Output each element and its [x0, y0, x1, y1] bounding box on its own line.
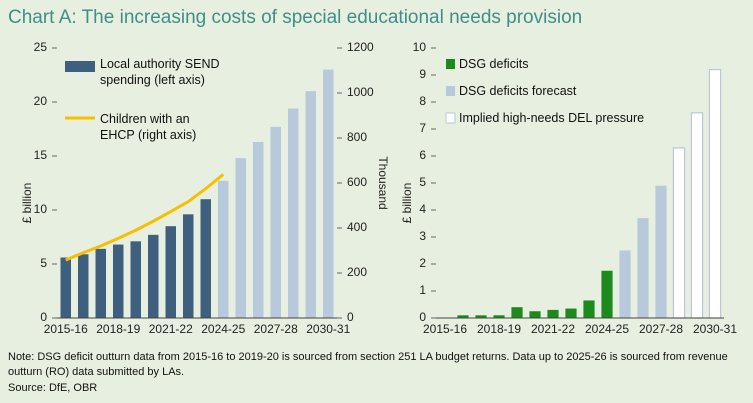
bar [288, 108, 299, 318]
x-tick-label: 2027-28 [254, 322, 298, 336]
y-tick-label: 7 [419, 121, 426, 135]
y-tick-label: 1 [419, 283, 426, 297]
x-tick-label: 2030-31 [693, 322, 737, 336]
x-tick-label: 2018-19 [477, 322, 521, 336]
bar [95, 248, 106, 318]
note: Note: DSG deficit outturn data from 2015… [8, 351, 728, 378]
bar [253, 141, 264, 318]
y2-tick-label: 1200 [347, 40, 374, 54]
bar [637, 218, 649, 318]
legend-label: DSG deficits [459, 57, 529, 71]
bar [655, 185, 667, 318]
legend-label: Children with an EHCP (right axis) [100, 112, 197, 142]
y-tick-label: 10 [413, 40, 427, 54]
y2-tick-label: 1000 [347, 85, 374, 99]
legend-label: Implied high-needs DEL pressure [459, 111, 645, 125]
bar [493, 315, 505, 318]
bar [165, 226, 176, 318]
bar [218, 180, 229, 318]
y2-tick-label: 400 [347, 220, 367, 234]
x-tick-label: 2015-16 [423, 322, 467, 336]
bar [113, 244, 124, 318]
y-tick-label: 10 [34, 202, 48, 216]
y-tick-label: 20 [34, 94, 48, 108]
y-tick-label: 4 [419, 202, 426, 216]
legend-swatch [446, 59, 455, 69]
source: Source: DfE, OBR [8, 382, 98, 394]
bar [235, 158, 246, 318]
x-tick-label: 2018-19 [96, 322, 140, 336]
x-tick-label: 2027-28 [639, 322, 683, 336]
y-tick-label: 25 [34, 40, 48, 54]
bar [130, 241, 141, 318]
y-tick-label: 5 [40, 256, 47, 270]
y-tick-label: 6 [419, 148, 426, 162]
bar [601, 270, 613, 318]
bar [583, 300, 595, 318]
bar [323, 69, 334, 318]
legend-swatch [65, 61, 95, 72]
y-tick-label: 8 [419, 94, 426, 108]
x-tick-label: 2024-25 [585, 322, 629, 336]
x-tick-label: 2024-25 [201, 322, 245, 336]
y2-tick-label: 600 [347, 175, 367, 189]
x-tick-label: 2021-22 [531, 322, 575, 336]
legend-swatch [446, 86, 455, 96]
legend-swatch [445, 112, 456, 124]
y2-tick-label: 200 [347, 265, 367, 279]
bar [78, 254, 89, 318]
bar [475, 315, 487, 318]
bar [183, 214, 194, 318]
bar [200, 199, 211, 318]
x-tick-label: 2021-22 [149, 322, 193, 336]
bar [457, 315, 469, 318]
bar [708, 68, 722, 319]
bar [690, 112, 704, 319]
y2-axis-label: Thousand [376, 156, 390, 209]
x-tick-label: 2015-16 [44, 322, 88, 336]
y-tick-label: 0 [419, 310, 426, 324]
bar [148, 234, 159, 318]
y-tick-label: 9 [419, 67, 426, 81]
y-tick-label: 0 [40, 310, 47, 324]
bar [529, 311, 541, 318]
y-axis-label: £ billion [400, 183, 414, 224]
y-tick-label: 15 [34, 148, 48, 162]
bar [565, 308, 577, 318]
bar [672, 147, 686, 319]
bar [511, 307, 523, 318]
bar [270, 126, 281, 318]
bar [619, 250, 631, 318]
legend-label: DSG deficits forecast [459, 84, 577, 98]
y-tick-label: 3 [419, 229, 426, 243]
bar [305, 91, 316, 318]
bar [60, 257, 71, 318]
x-tick-label: 2030-31 [306, 322, 350, 336]
y-tick-label: 5 [419, 175, 426, 189]
y2-tick-label: 0 [347, 310, 354, 324]
y2-tick-label: 800 [347, 130, 367, 144]
line [65, 173, 225, 262]
y-tick-label: 2 [419, 256, 426, 270]
y-axis-label: £ billion [20, 183, 34, 224]
chart-title: Chart A: The increasing costs of special… [8, 7, 582, 28]
legend-label: Local authority SEND spending (left axis… [100, 57, 220, 87]
bar [547, 309, 559, 318]
